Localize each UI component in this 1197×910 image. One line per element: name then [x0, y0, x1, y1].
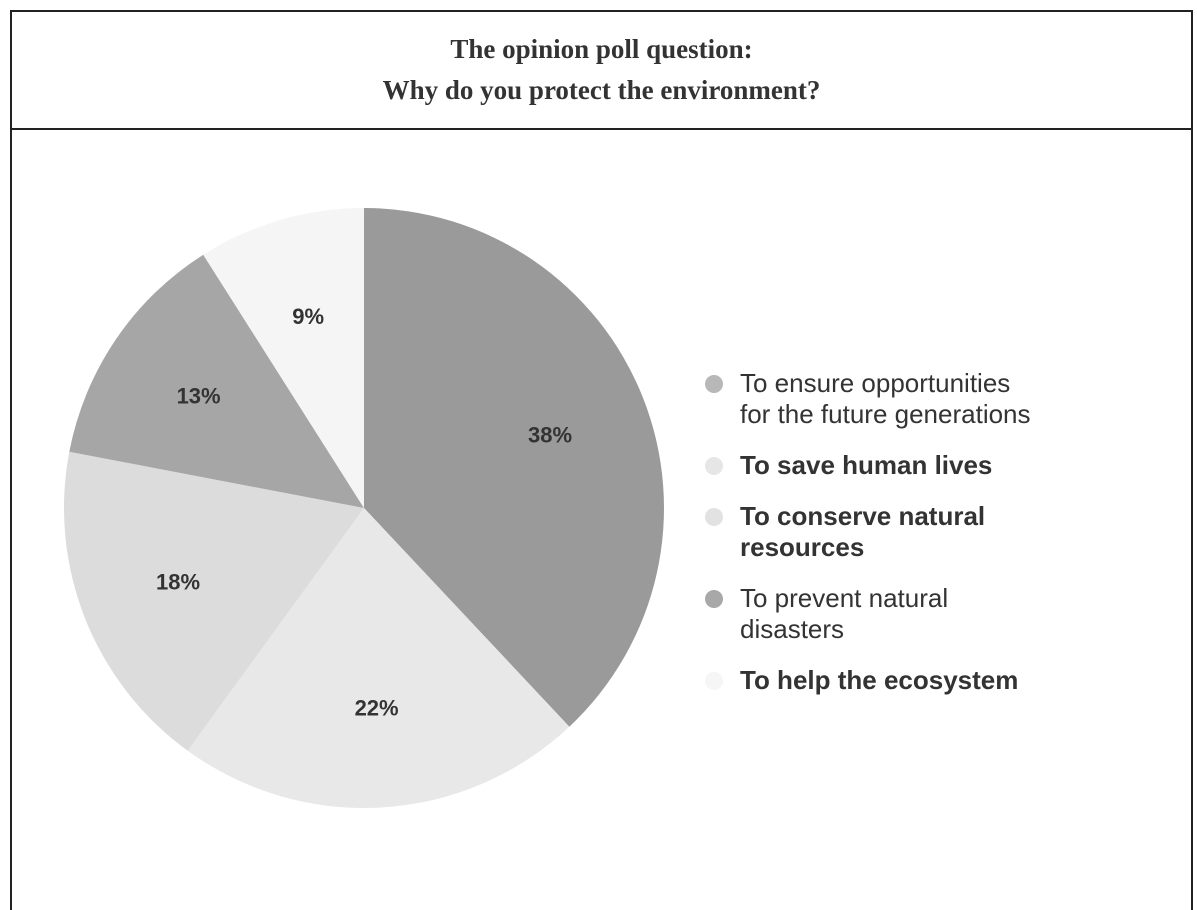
slice-value-label: 22% — [355, 696, 399, 721]
legend-label: To save human lives — [740, 450, 992, 481]
pie-slice — [63, 451, 364, 751]
pie-slice — [364, 208, 664, 727]
legend-label-line-1: To save human lives — [740, 450, 993, 480]
legend-label-line-1: To ensure opportunities — [740, 368, 1011, 398]
legend-item: To prevent natural disasters — [705, 583, 1145, 645]
legend-item: To ensure opportunities for the future g… — [705, 368, 1145, 430]
legend-marker — [705, 457, 723, 475]
slice-value-label: 13% — [177, 384, 221, 409]
legend-item: To help the ecosystem — [705, 665, 1145, 696]
legend-label-line-1: To help the ecosystem — [740, 665, 1019, 695]
legend-marker — [705, 508, 723, 526]
legend-label: To prevent natural disasters — [740, 583, 948, 645]
slice-value-label: 18% — [156, 570, 200, 595]
legend-marker — [705, 590, 723, 608]
legend-label-line-2: disasters — [740, 614, 845, 644]
pie-slice — [69, 254, 364, 508]
legend-item: To save human lives — [705, 450, 1145, 481]
pie-slice — [187, 508, 570, 809]
pie-slice — [203, 208, 364, 508]
legend-label: To conserve natural resources — [740, 501, 985, 563]
legend-item: To conserve natural resources — [705, 501, 1145, 563]
legend-label-line-2: for the future generations — [740, 399, 1031, 429]
legend-label: To help the ecosystem — [740, 665, 1018, 696]
legend-marker — [705, 375, 723, 393]
legend-marker — [705, 672, 723, 690]
chart-title-line-1: The opinion poll question: — [450, 34, 753, 64]
legend-label-line-1: To conserve natural — [740, 501, 986, 531]
slice-value-label: 38% — [528, 422, 572, 447]
slice-value-label: 9% — [292, 304, 324, 329]
legend-label: To ensure opportunities for the future g… — [740, 368, 1031, 430]
legend: To ensure opportunities for the future g… — [705, 368, 1145, 716]
legend-label-line-2: resources — [740, 532, 865, 562]
chart-title: The opinion poll question: Why do you pr… — [12, 12, 1191, 130]
legend-label-line-1: To prevent natural — [740, 583, 949, 613]
chart-title-line-2: Why do you protect the environment? — [382, 75, 821, 105]
chart-frame: The opinion poll question: Why do you pr… — [10, 10, 1193, 910]
